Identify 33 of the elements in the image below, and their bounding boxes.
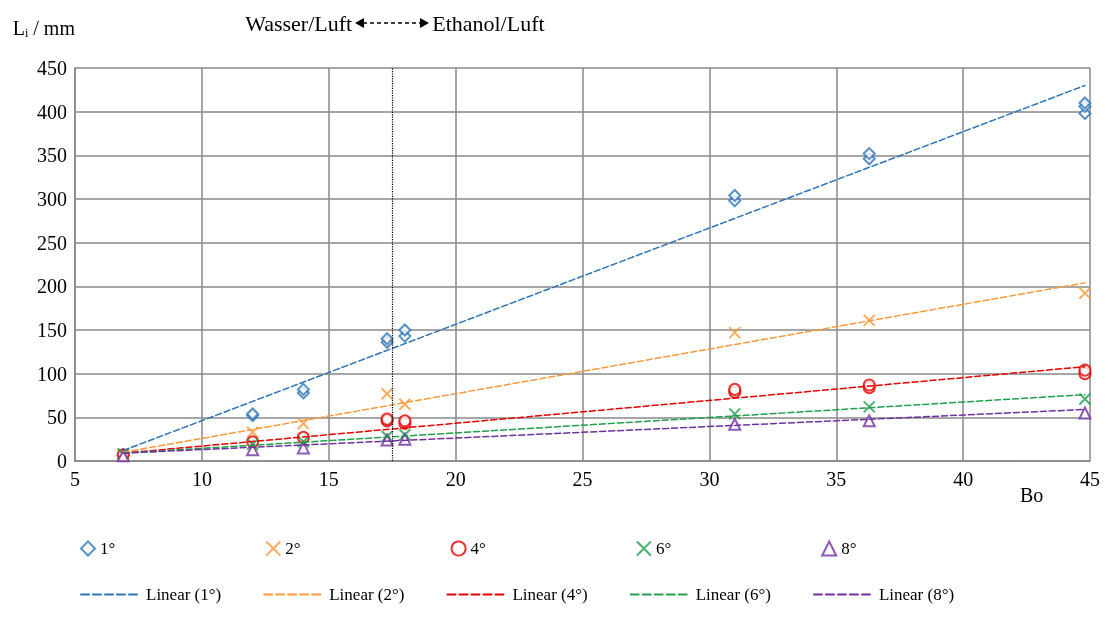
- x-tick-label: 45: [1080, 468, 1100, 490]
- legend-label: Linear (6°): [695, 585, 771, 604]
- y-tick-label: 150: [37, 319, 67, 341]
- y-tick-label: 100: [37, 362, 67, 385]
- x-axis-title: Bo: [1020, 484, 1044, 506]
- y-axis-title: Lᵢ / mm: [12, 17, 76, 39]
- y-tick-label: 450: [37, 57, 67, 79]
- text: Ethanol/Luft: [432, 10, 545, 36]
- x-tick-label: 10: [191, 468, 212, 490]
- x-tick-label: 35: [826, 468, 847, 490]
- legend-label: Linear (8°): [878, 585, 955, 604]
- y-tick-label: 250: [37, 231, 67, 254]
- legend-label: 4°: [470, 539, 486, 558]
- x-tick-label: 20: [445, 468, 466, 490]
- legend-label: Linear (4°): [512, 585, 588, 604]
- y-tick-label: 50: [47, 406, 67, 429]
- x-tick-label: 40: [953, 468, 974, 490]
- y-tick-label: 0: [57, 450, 67, 472]
- y-tick-label: 300: [37, 188, 67, 210]
- text: Wasser/Luft: [245, 10, 353, 36]
- legend-label: 6°: [655, 539, 672, 558]
- legend-label: 2°: [285, 539, 301, 558]
- legend-label: 1°: [100, 539, 116, 558]
- legend-label: Linear (1°): [146, 585, 222, 604]
- legend-label: 8°: [841, 539, 857, 558]
- x-tick-label: 5: [70, 468, 80, 490]
- legend-label: Linear (2°): [329, 585, 405, 604]
- x-tick-label: 25: [572, 468, 593, 490]
- y-tick-label: 350: [37, 144, 67, 167]
- x-tick-label: 15: [318, 468, 339, 490]
- x-tick-label: 30: [699, 468, 720, 490]
- y-tick-label: 200: [37, 275, 67, 298]
- y-tick-label: 400: [37, 100, 67, 123]
